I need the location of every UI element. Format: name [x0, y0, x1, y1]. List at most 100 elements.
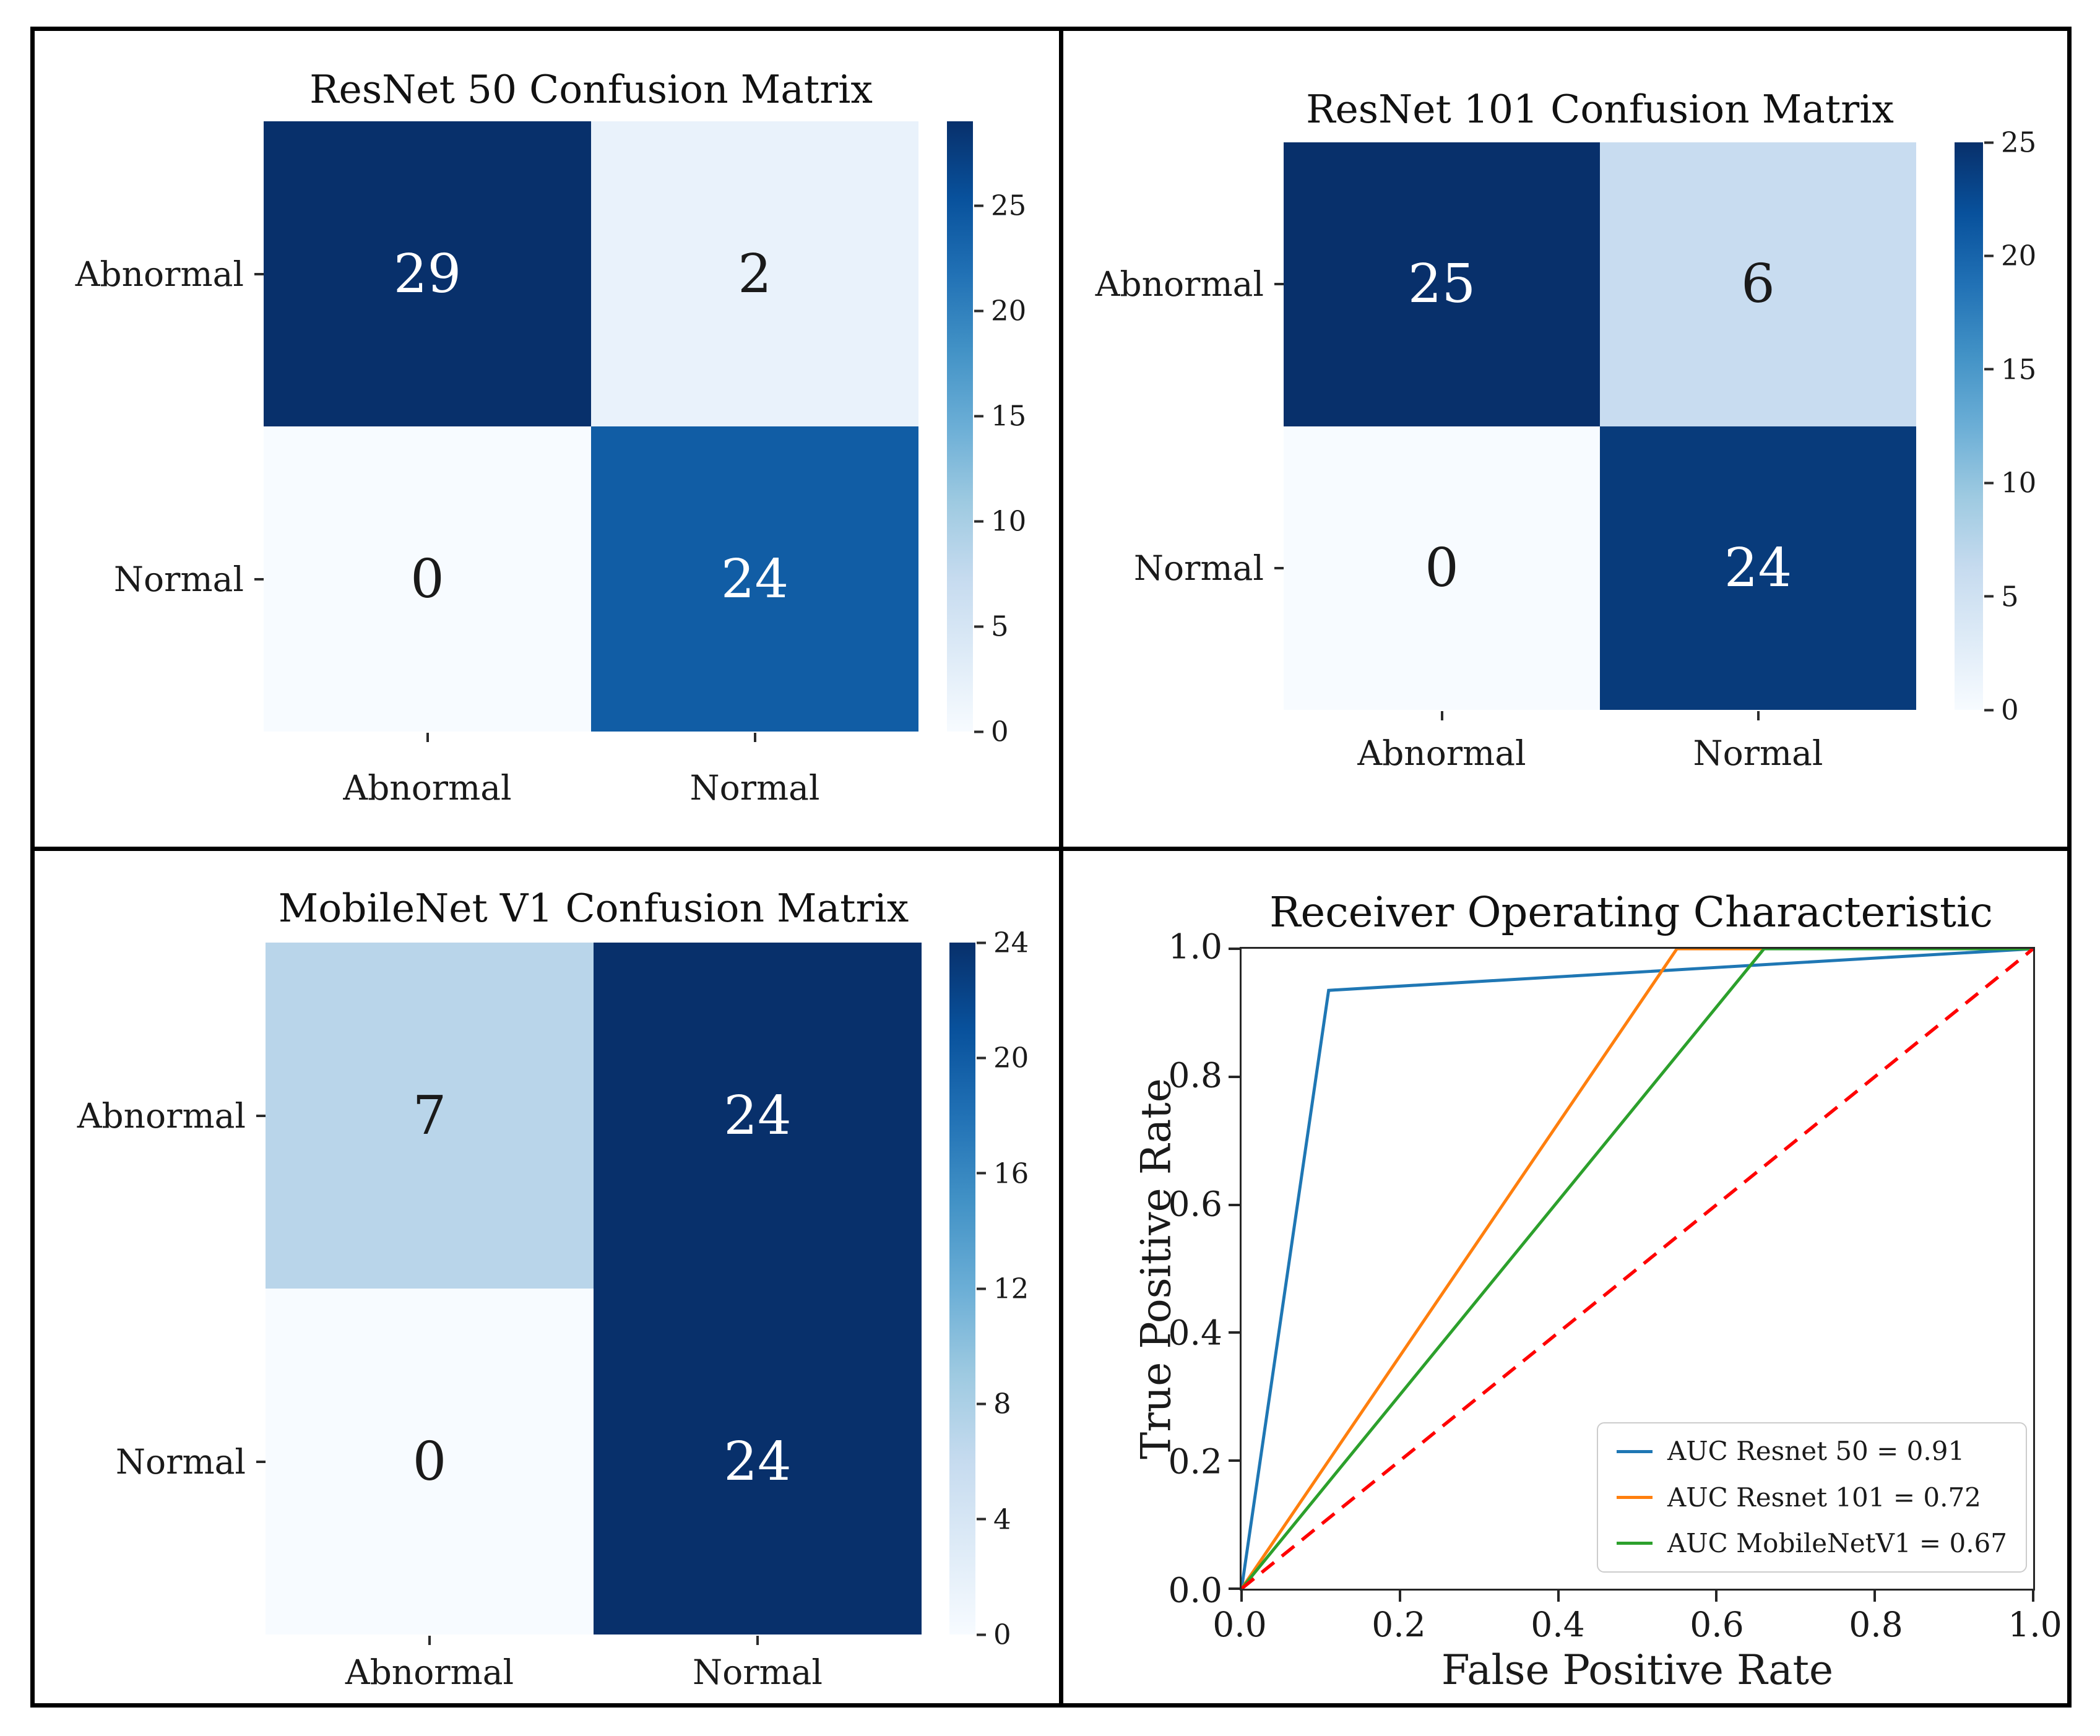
roc-curve-2 [1242, 949, 2033, 1589]
tick-mark [1229, 1075, 1240, 1078]
tick-mark [1229, 1587, 1240, 1590]
row-label: Abnormal [75, 254, 244, 294]
tick-mark [1274, 283, 1284, 286]
colorbar [1955, 142, 1983, 710]
matrix-cell: 24 [594, 1289, 922, 1635]
colorbar-tick-mark [1984, 368, 1994, 371]
matrix-cell-value: 2 [738, 243, 772, 305]
colorbar-tick: 10 [974, 507, 1026, 535]
roc-curve-0 [1242, 949, 2033, 1589]
colorbar-tick-label: 24 [993, 926, 1029, 959]
x-tick-label: 0.6 [1690, 1605, 1744, 1644]
colorbar-tick-mark [1984, 709, 1994, 711]
colorbar-tick-mark [977, 1287, 986, 1290]
y-tick-label: 0.2 [1168, 1441, 1222, 1482]
tick-mark [428, 1636, 431, 1645]
colorbar-tick: 15 [1984, 355, 2036, 383]
colorbar-tick: 20 [1984, 242, 2036, 270]
legend-line-swatch [1616, 1450, 1653, 1454]
matrix-cell-value: 24 [1724, 537, 1792, 599]
colorbar-tick: 16 [977, 1159, 1029, 1187]
colorbar-ticks: 0 5 10 15 20 25 [974, 121, 1073, 746]
colorbar-tick-mark [1984, 595, 1994, 598]
confusion-matrix-mobilenetv1: MobileNet V1 Confusion Matrix 7 24 0 24 … [35, 851, 1059, 1703]
colorbar-tick-mark [977, 1518, 986, 1521]
colorbar-tick: 0 [974, 718, 1009, 746]
colorbar-tick-label: 25 [991, 189, 1027, 222]
legend-line-swatch [1616, 1496, 1653, 1500]
colorbar-tick-label: 20 [991, 294, 1027, 327]
legend-item: AUC Resnet 50 = 0.91 [1616, 1437, 2007, 1466]
x-tick-label: 0.4 [1531, 1605, 1585, 1644]
matrix-cell-value: 0 [410, 548, 444, 610]
colorbar-tick: 8 [977, 1390, 1011, 1418]
colorbar-ticks: 0 5 10 15 20 25 [1984, 129, 2083, 724]
chart-title: ResNet 50 Confusion Matrix [309, 67, 873, 112]
colorbar-tick: 20 [974, 297, 1026, 325]
colorbar-tick: 0 [977, 1621, 1011, 1649]
tick-mark [1873, 1591, 1877, 1602]
colorbar-tick-mark [1984, 482, 1994, 485]
tick-mark [1756, 711, 1760, 720]
matrix-cell: 24 [1600, 426, 1916, 710]
colorbar-tick-mark [974, 730, 983, 733]
row-label: Normal [115, 1441, 246, 1482]
tick-mark [1274, 566, 1284, 569]
legend-label: AUC MobileNetV1 = 0.67 [1667, 1527, 2007, 1558]
x-axis-label: False Positive Rate [1441, 1646, 1834, 1694]
x-tick-label: 0.8 [1849, 1605, 1903, 1644]
matrix-cell-value: 29 [393, 243, 462, 305]
x-axis-ticks: 0.0 0.2 0.4 0.6 0.8 1.0 [1212, 1605, 2062, 1651]
x-tick-label: 1.0 [2008, 1605, 2062, 1644]
colorbar-tick-label: 5 [2001, 580, 2019, 613]
tick-mark [2032, 1591, 2034, 1602]
y-tick-label: 0.8 [1168, 1055, 1222, 1095]
colorbar-tick: 5 [1984, 582, 2019, 610]
x-tick-label: 0.2 [1372, 1605, 1426, 1644]
matrix-cell: 24 [594, 943, 922, 1289]
colorbar-tick: 24 [977, 929, 1029, 957]
legend: AUC Resnet 50 = 0.91 AUC Resnet 101 = 0.… [1596, 1422, 2027, 1573]
matrix-cell-value: 0 [412, 1430, 447, 1493]
colorbar-tick: 5 [974, 613, 1009, 641]
colorbar-tick-label: 0 [993, 1618, 1011, 1651]
colorbar [949, 943, 975, 1635]
tick-mark [254, 577, 264, 581]
matrix-cell: 0 [264, 426, 591, 732]
tick-mark [1557, 1591, 1560, 1602]
chart-title: ResNet 101 Confusion Matrix [1306, 87, 1894, 132]
table-cell-roc: Receiver Operating Characteristic True P… [1063, 851, 2067, 1703]
column-label: Abnormal [343, 768, 512, 808]
colorbar-tick-mark [977, 1633, 986, 1636]
tick-mark [753, 733, 756, 742]
colorbar-tick-label: 4 [993, 1503, 1011, 1536]
row-label: Normal [113, 559, 244, 599]
colorbar-tick-label: 10 [991, 504, 1027, 538]
colorbar-tick-mark [974, 520, 983, 522]
heatmap: 25 6 0 24 [1284, 142, 1916, 710]
legend-item: AUC Resnet 101 = 0.72 [1616, 1482, 2007, 1513]
colorbar-tick: 20 [977, 1044, 1029, 1072]
colorbar-tick: 4 [977, 1505, 1011, 1533]
matrix-cell: 0 [266, 1289, 594, 1635]
row-label: Abnormal [77, 1095, 246, 1136]
matrix-cell: 25 [1284, 142, 1600, 426]
column-label: Normal [1693, 733, 1823, 773]
colorbar-tick-label: 15 [991, 399, 1027, 433]
heatmap: 7 24 0 24 [266, 943, 922, 1635]
tick-mark [756, 1636, 759, 1645]
table-cell-mobilenetv1: MobileNet V1 Confusion Matrix 7 24 0 24 … [35, 851, 1063, 1703]
y-tick-label: 0.0 [1168, 1570, 1222, 1610]
colorbar-tick-mark [974, 309, 983, 312]
tick-mark [1715, 1591, 1718, 1602]
colorbar-tick-label: 8 [993, 1387, 1011, 1420]
figure-table: ResNet 50 Confusion Matrix 29 2 0 24 Abn… [30, 27, 2072, 1708]
colorbar-tick-label: 25 [2001, 126, 2037, 159]
tick-mark [426, 733, 429, 742]
matrix-cell-value: 24 [720, 548, 789, 610]
table-cell-resnet101: ResNet 101 Confusion Matrix 25 6 0 24 Ab… [1063, 31, 2067, 851]
legend-label: AUC Resnet 101 = 0.72 [1667, 1482, 1981, 1513]
colorbar-tick-label: 20 [2001, 239, 2037, 272]
colorbar-tick-mark [974, 625, 983, 628]
matrix-cell: 24 [591, 426, 918, 732]
